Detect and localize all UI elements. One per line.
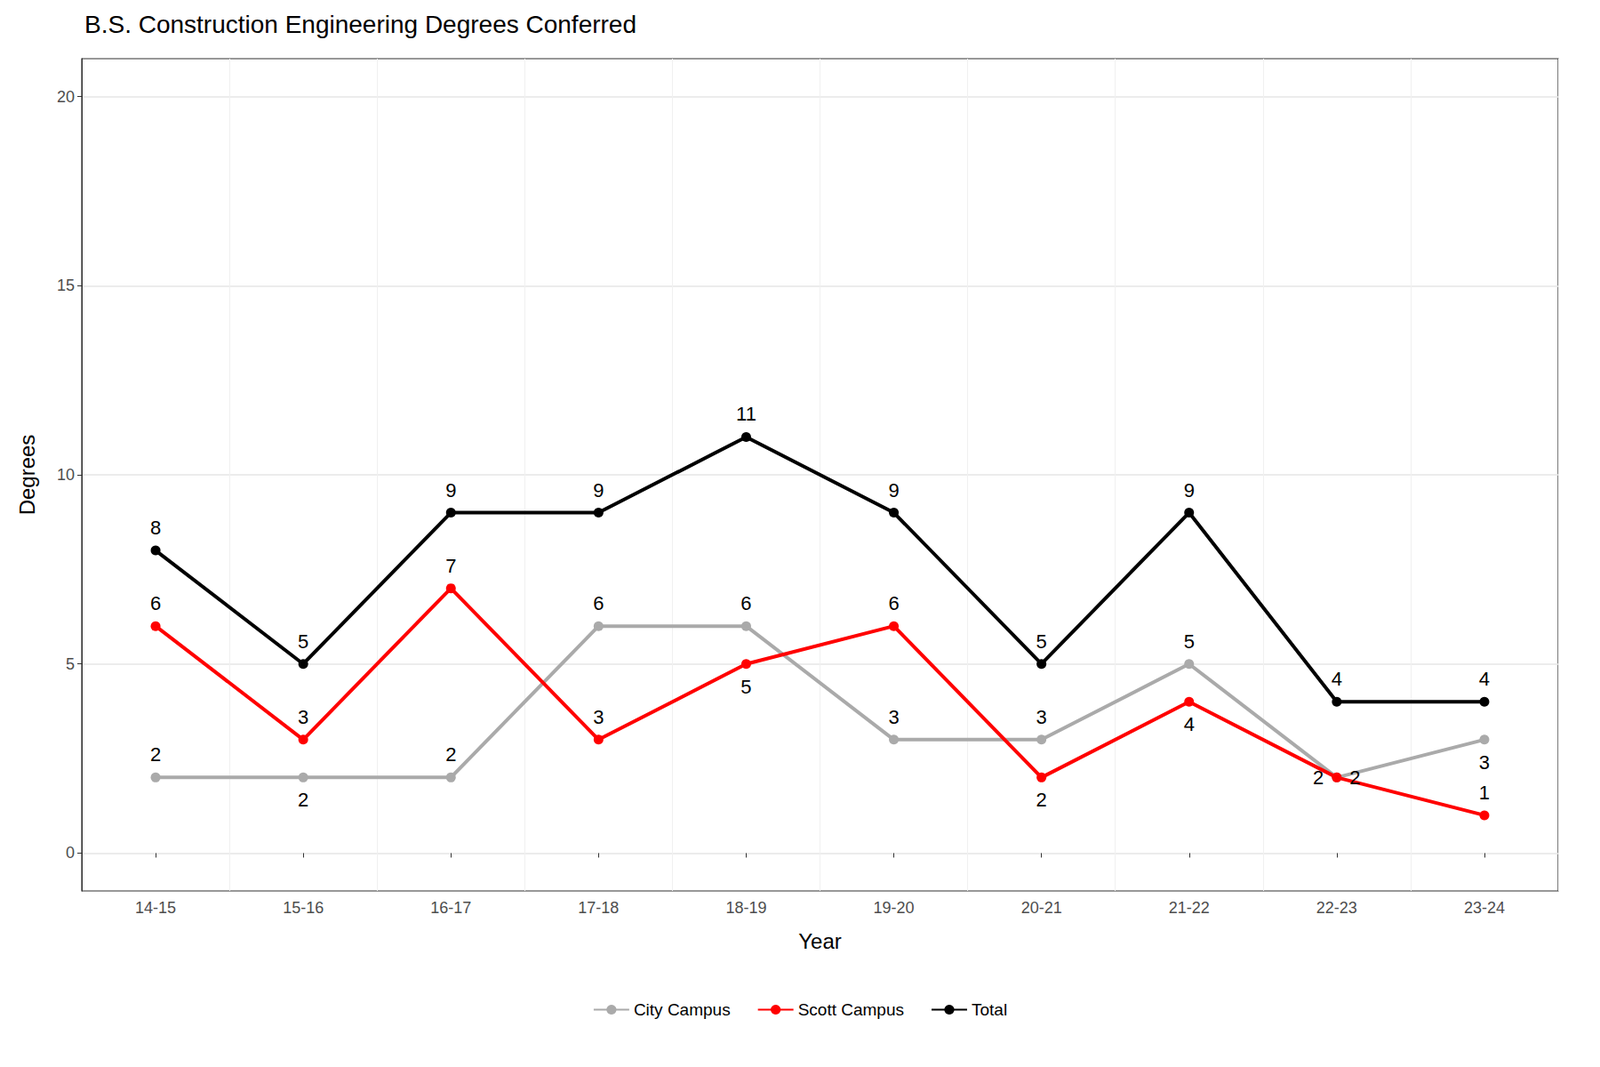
svg-text:City Campus: City Campus <box>633 1000 731 1019</box>
svg-text:8: 8 <box>150 516 161 539</box>
svg-text:18-19: 18-19 <box>725 898 767 917</box>
svg-text:3: 3 <box>592 705 604 728</box>
svg-text:23-24: 23-24 <box>1464 898 1505 917</box>
svg-text:Year: Year <box>798 928 842 953</box>
svg-text:2: 2 <box>297 788 309 811</box>
svg-text:Scott Campus: Scott Campus <box>798 1000 904 1019</box>
svg-text:5: 5 <box>1036 630 1048 653</box>
svg-text:2: 2 <box>1036 788 1048 811</box>
svg-text:Total: Total <box>971 1000 1008 1019</box>
svg-text:3: 3 <box>297 705 309 728</box>
svg-text:1: 1 <box>1479 781 1490 804</box>
svg-text:6: 6 <box>592 592 604 615</box>
svg-text:5: 5 <box>740 675 752 698</box>
svg-text:15: 15 <box>56 276 75 295</box>
svg-text:17-18: 17-18 <box>577 898 619 917</box>
svg-text:6: 6 <box>888 592 899 615</box>
svg-text:22-23: 22-23 <box>1316 898 1358 917</box>
svg-text:2: 2 <box>445 743 456 766</box>
svg-text:2: 2 <box>1312 766 1324 789</box>
svg-text:3: 3 <box>888 705 899 728</box>
svg-text:4: 4 <box>1331 667 1343 690</box>
svg-text:5: 5 <box>297 630 309 653</box>
svg-text:2: 2 <box>1349 766 1360 789</box>
svg-text:B.S. Construction Engineering: B.S. Construction Engineering Degrees Co… <box>84 10 637 39</box>
svg-text:4: 4 <box>1479 667 1490 690</box>
svg-text:10: 10 <box>56 465 75 484</box>
svg-text:6: 6 <box>150 592 161 615</box>
svg-text:14-15: 14-15 <box>135 898 176 917</box>
svg-text:2: 2 <box>150 743 161 766</box>
svg-text:15-16: 15-16 <box>282 898 324 917</box>
svg-text:7: 7 <box>445 554 456 577</box>
svg-text:21-22: 21-22 <box>1168 898 1210 917</box>
svg-text:5: 5 <box>65 655 75 673</box>
svg-text:11: 11 <box>736 402 757 425</box>
svg-text:9: 9 <box>1184 479 1195 502</box>
svg-text:3: 3 <box>1036 705 1048 728</box>
svg-text:3: 3 <box>1479 751 1490 774</box>
svg-text:4: 4 <box>1184 712 1195 736</box>
svg-text:Degrees: Degrees <box>15 434 40 516</box>
svg-text:16-17: 16-17 <box>430 898 472 917</box>
svg-text:9: 9 <box>445 479 456 502</box>
svg-text:0: 0 <box>65 843 75 862</box>
svg-text:9: 9 <box>888 479 899 502</box>
svg-text:9: 9 <box>592 479 604 502</box>
svg-text:20: 20 <box>56 88 75 106</box>
svg-text:6: 6 <box>740 592 752 615</box>
svg-text:5: 5 <box>1184 630 1195 653</box>
svg-text:19-20: 19-20 <box>873 898 915 917</box>
svg-text:20-21: 20-21 <box>1021 898 1063 917</box>
